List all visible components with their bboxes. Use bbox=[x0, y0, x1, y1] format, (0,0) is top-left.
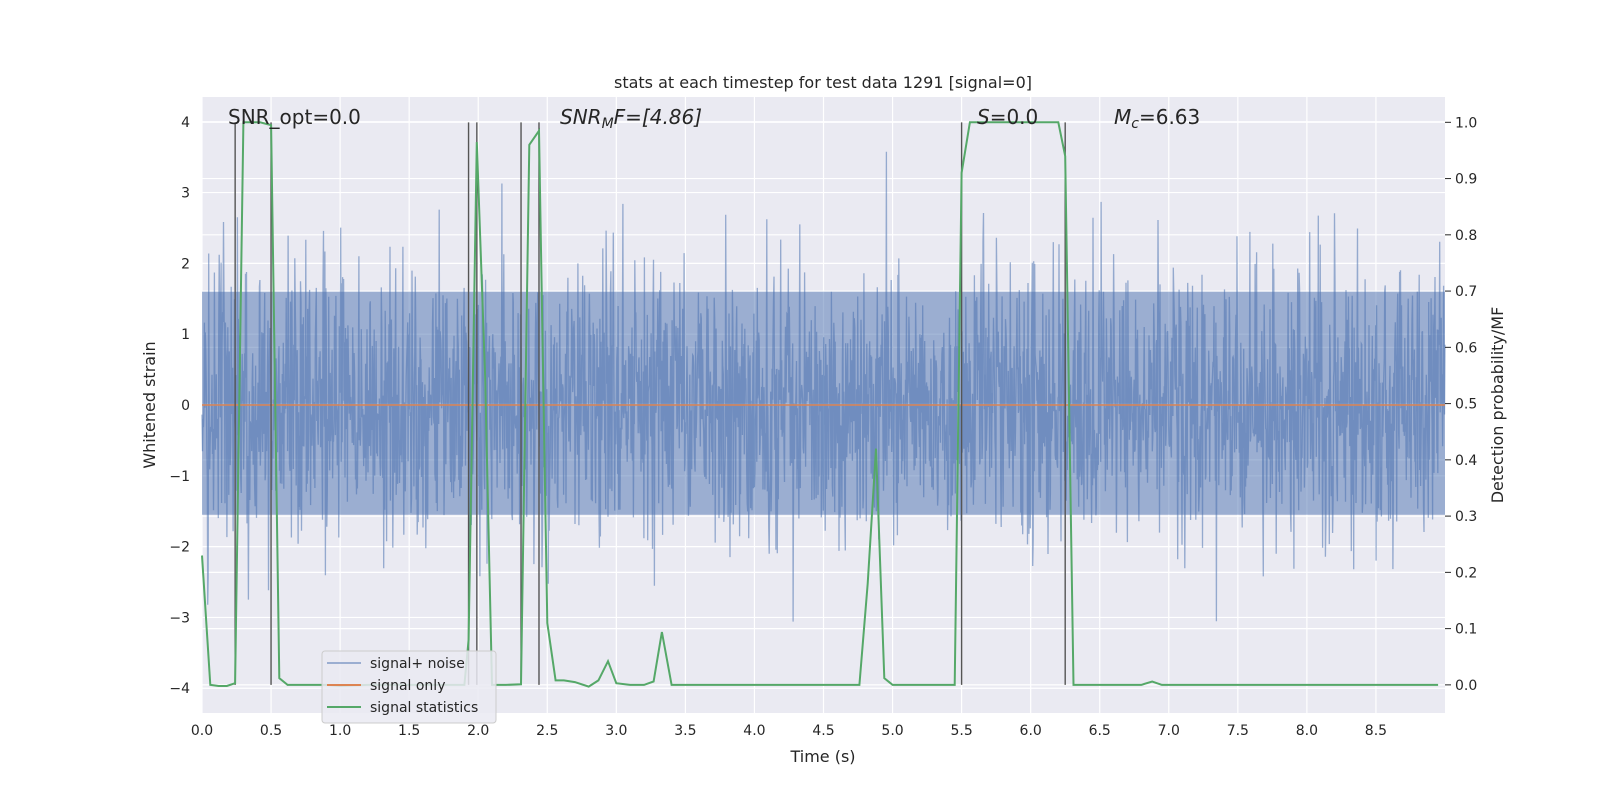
x-tick-label: 6.5 bbox=[1089, 723, 1111, 739]
annotation-s-main: S bbox=[977, 105, 990, 129]
signal-statistics-line bbox=[201, 121, 1439, 688]
annotation-snr-mf-rest: F=[4.86] bbox=[614, 105, 702, 129]
x-tick-label: 5.5 bbox=[950, 723, 972, 739]
x-tick-label: 2.0 bbox=[467, 723, 489, 739]
x-tick-label: 6.0 bbox=[1020, 723, 1042, 739]
y-right-tick-label: 0.5 bbox=[1455, 397, 1477, 413]
x-tick-label: 5.0 bbox=[881, 723, 903, 739]
annotation-snr-opt: SNR_opt=0.0 bbox=[228, 105, 361, 129]
y-left-tick-label: 3 bbox=[181, 186, 190, 202]
y-right-tick-label: 1.0 bbox=[1455, 115, 1477, 131]
y-left-tick-label: −4 bbox=[169, 681, 190, 697]
y-right-tick-label: 0.0 bbox=[1455, 678, 1477, 694]
y-right-tick-labels: 1.0 0.9 0.8 0.7 0.6 0.5 0.4 0.3 0.2 0.1 0.0 bbox=[1445, 115, 1477, 694]
x-tick-label: 0.5 bbox=[260, 723, 282, 739]
y-right-tick-label: 0.4 bbox=[1455, 453, 1477, 469]
y-right-tick-label: 0.7 bbox=[1455, 284, 1477, 300]
y-left-tick-labels: 4 3 2 1 0 −1 −2 −3 −4 bbox=[169, 115, 190, 697]
y-left-tick-label: −3 bbox=[169, 610, 190, 626]
y-right-axis-label: Detection probability/MF bbox=[1488, 307, 1507, 504]
annotation-snr-mf: SNRMF=[4.86] bbox=[560, 105, 702, 132]
y-left-tick-label: −2 bbox=[169, 540, 190, 556]
x-tick-label: 1.0 bbox=[329, 723, 351, 739]
series-signal-statistics bbox=[201, 121, 1439, 688]
annotation-mc-main: M bbox=[1114, 105, 1131, 129]
x-axis-label: Time (s) bbox=[789, 747, 855, 766]
y-left-tick-label: −1 bbox=[169, 469, 190, 485]
y-left-axis-label: Whitened strain bbox=[140, 341, 159, 468]
y-right-tick-label: 0.3 bbox=[1455, 509, 1477, 525]
x-tick-label: 3.5 bbox=[674, 723, 696, 739]
x-tick-label: 1.5 bbox=[398, 723, 420, 739]
y-right-tick-label: 0.9 bbox=[1455, 172, 1477, 188]
annotation-mc-rest: =6.63 bbox=[1139, 105, 1200, 129]
x-tick-labels: 0.0 0.5 1.0 1.5 2.0 2.5 3.0 3.5 4.0 4.5 5.0 5.5 6.0 6… bbox=[191, 723, 1387, 739]
legend-label-signal-only: signal only bbox=[370, 678, 445, 694]
y-right-tick-label: 0.2 bbox=[1455, 565, 1477, 581]
annotation-mc: Mc=6.63 bbox=[1114, 105, 1200, 132]
y-left-tick-label: 1 bbox=[181, 327, 190, 343]
legend-box bbox=[321, 650, 497, 724]
signal-noise-dense-band bbox=[202, 291, 1445, 515]
x-tick-label: 7.5 bbox=[1227, 723, 1249, 739]
legend: signal+ noise signal only signal statist… bbox=[321, 650, 497, 724]
x-tick-label: 0.0 bbox=[191, 723, 213, 739]
x-tick-label: 3.0 bbox=[605, 723, 627, 739]
y-left-tick-label: 4 bbox=[181, 115, 190, 131]
annotation-mc-sub: c bbox=[1131, 116, 1139, 132]
y-right-tick-label: 0.6 bbox=[1455, 340, 1477, 356]
annotation-s: S=0.0 bbox=[977, 105, 1038, 129]
x-tick-label: 8.0 bbox=[1296, 723, 1318, 739]
annotation-s-rest: =0.0 bbox=[990, 105, 1039, 129]
y-left-tick-label: 2 bbox=[181, 256, 190, 272]
series-signal-noise bbox=[201, 151, 1446, 622]
legend-label-signal-statistics: signal statistics bbox=[370, 700, 478, 716]
x-tick-label: 4.0 bbox=[743, 723, 765, 739]
annotation-snr-mf-sub: M bbox=[602, 116, 614, 132]
annotation-snr-mf-main: SNR bbox=[560, 105, 602, 129]
y-right-tick-label: 0.1 bbox=[1455, 622, 1477, 638]
x-tick-label: 2.5 bbox=[536, 723, 558, 739]
x-tick-label: 7.0 bbox=[1158, 723, 1180, 739]
chart-title: stats at each timestep for test data 129… bbox=[614, 73, 1032, 92]
y-left-tick-label: 0 bbox=[181, 398, 190, 414]
x-tick-label: 4.5 bbox=[812, 723, 834, 739]
x-tick-label: 8.5 bbox=[1365, 723, 1387, 739]
legend-label-signal-noise: signal+ noise bbox=[370, 656, 465, 672]
y-right-tick-label: 0.8 bbox=[1455, 228, 1477, 244]
